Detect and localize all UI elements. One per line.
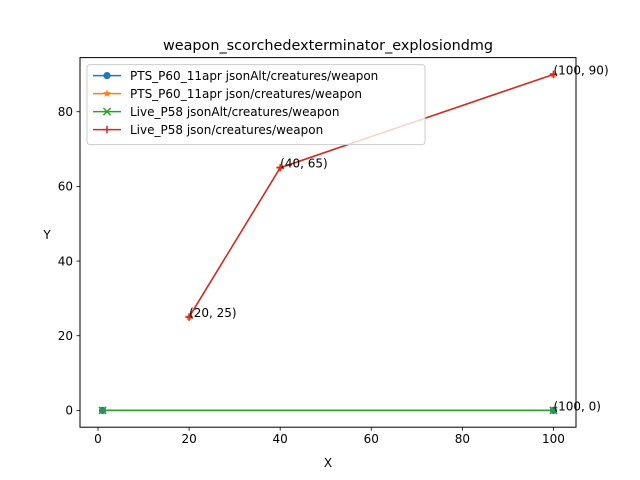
point-annotation-1: (20, 25): [189, 306, 237, 320]
data-point-series-3-1: [98, 406, 107, 415]
data-point-series-4-2: [276, 163, 284, 172]
x-tick-label-4: 60: [364, 432, 379, 446]
plot-series: [98, 70, 558, 415]
x-tick-label-2: 20: [181, 432, 196, 446]
x-tick-label-3: 40: [273, 432, 288, 446]
y-tick-label-3: 40: [58, 254, 73, 268]
legend: PTS_P60_11apr jsonAlt/creatures/weapon PT…: [86, 64, 426, 146]
x-tick-label-5: 80: [455, 432, 470, 446]
data-point-series-3-2: [549, 406, 558, 415]
y-tick-label-4: 60: [58, 180, 73, 194]
legend-label-1: PTS_P60_11apr jsonAlt/creatures/weapon: [130, 69, 378, 83]
chart-title: weapon_scorchedexterminator_explosiondmg: [163, 38, 493, 54]
point-annotation-3: (100, 90): [553, 63, 608, 77]
plot-area-frame: [79, 57, 577, 428]
data-point-series-4-3: [549, 70, 558, 79]
y-tick-label-2: 20: [58, 329, 73, 343]
legend-label-3: Live_P58 jsonAlt/creatures/weapon: [130, 105, 339, 119]
plot-annotations: (20, 25) (40, 65) (100, 90) (100, 0): [189, 63, 609, 413]
data-point-series-4-1: [185, 313, 193, 321]
point-annotation-4: (100, 0): [553, 399, 601, 413]
x-axis-label: X: [324, 456, 332, 470]
legend-box: [86, 64, 426, 146]
legend-marker-1: [103, 72, 111, 80]
legend-marker-3: [102, 107, 112, 116]
point-annotation-2: (40, 65): [280, 157, 328, 171]
legend-marker-2: [103, 89, 111, 97]
y-tick-label-1: 0: [65, 404, 73, 418]
legend-label-4: Live_P58 json/creatures/weapon: [130, 123, 323, 137]
x-tick-label-6: 100: [542, 432, 565, 446]
y-tick-label-5: 80: [58, 105, 73, 119]
y-axis: 0 20 40 60 80: [58, 105, 80, 418]
x-axis: 0 20 40 60 80 100: [94, 427, 565, 446]
legend-label-2: PTS_P60_11apr json/creatures/weapon: [130, 87, 362, 101]
y-axis-label: Y: [42, 228, 51, 242]
x-tick-label-1: 0: [94, 432, 102, 446]
legend-marker-4: [103, 125, 111, 134]
